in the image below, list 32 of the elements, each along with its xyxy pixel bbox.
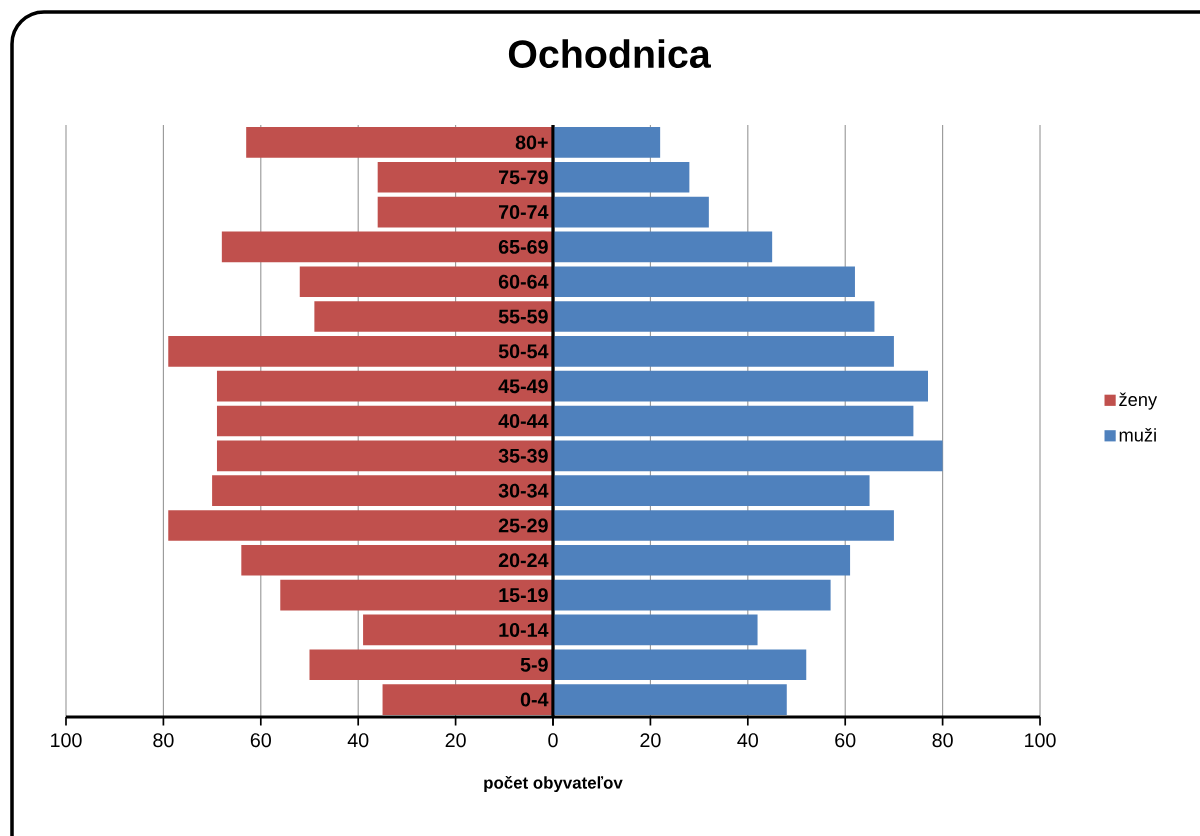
legend-label: ženy (1119, 392, 1158, 410)
y-tick-label: 40-44 (498, 414, 549, 428)
y-tick-label: 20-24 (498, 553, 549, 568)
y-tick-label: 50-54 (498, 344, 549, 359)
legend-label: muži (1119, 428, 1156, 442)
x-tick-label: 60 (250, 733, 271, 748)
y-tick-label: 45-49 (498, 379, 548, 394)
y-tick-label: 75-79 (499, 170, 548, 185)
x-axis-title: počet obyvateľov (484, 775, 623, 793)
x-tick-label: 100 (51, 733, 82, 748)
y-tick-label: 60-64 (498, 274, 549, 289)
y-tick-label: 10-14 (499, 622, 549, 637)
x-tick-label: 20 (445, 733, 466, 748)
x-tick-label: 40 (347, 733, 369, 748)
x-tick-label: 80 (153, 733, 174, 748)
x-tick-label: 20 (640, 733, 661, 748)
y-tick-label: 65-69 (498, 239, 548, 254)
y-tick-label: 25-29 (498, 518, 548, 533)
x-tick-label: 0 (548, 733, 558, 748)
chart-title: Ochodnica (508, 39, 711, 69)
y-tick-label: 70-74 (499, 205, 549, 220)
x-tick-label: 40 (737, 733, 758, 748)
y-tick-label: 30-34 (498, 483, 549, 498)
y-tick-label: 55-59 (498, 309, 548, 324)
y-tick-label: 35-39 (498, 448, 548, 463)
x-tick-label: 80 (932, 733, 953, 748)
y-tick-label: 5-9 (520, 657, 548, 672)
y-tick-label: 80+ (515, 135, 548, 150)
x-tick-label: 100 (1025, 733, 1056, 748)
y-tick-label: 0-4 (520, 692, 549, 707)
x-tick-label: 60 (835, 733, 856, 748)
y-tick-label: 15-19 (499, 588, 548, 603)
